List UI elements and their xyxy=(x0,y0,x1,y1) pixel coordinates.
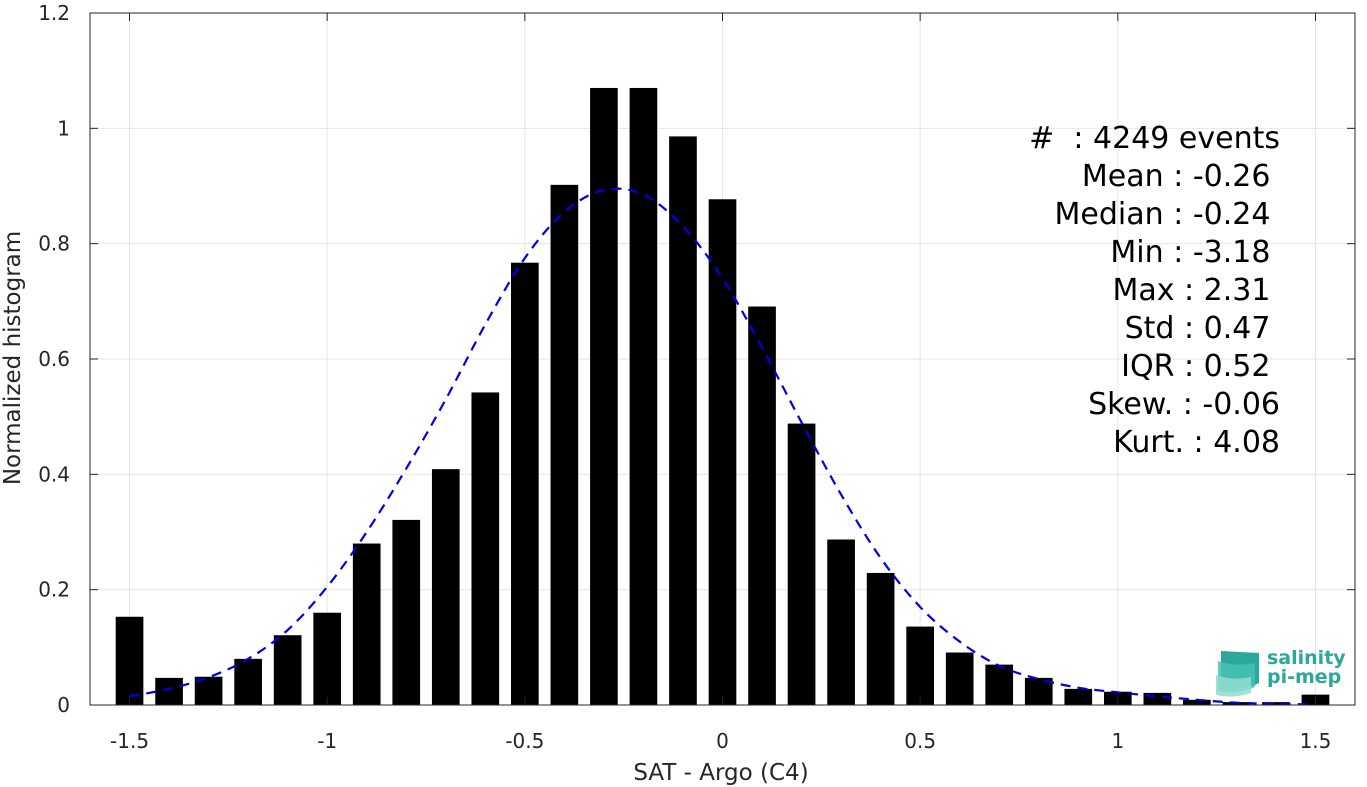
histogram-bar xyxy=(1262,702,1290,705)
y-tick-label: 0.8 xyxy=(38,232,70,256)
histogram-bar xyxy=(392,519,421,705)
stat-skew: Skew. : -0.06 xyxy=(1088,387,1280,422)
x-tick-label: -1.5 xyxy=(110,729,149,753)
histogram-bar xyxy=(1064,688,1093,705)
x-tick-label: 0 xyxy=(716,729,729,753)
stat-max: Max : 2.31 xyxy=(1112,273,1280,308)
logo-line-2: pi-mep xyxy=(1267,666,1342,688)
histogram-bar xyxy=(906,626,934,705)
histogram-bar xyxy=(431,469,460,705)
y-tick-label: 0.2 xyxy=(38,578,70,602)
stat-median: Median : -0.24 xyxy=(1054,197,1280,232)
histogram-bar xyxy=(985,664,1014,705)
histogram-bar xyxy=(748,306,776,705)
histogram-bar xyxy=(352,543,381,705)
statistics-panel: # : 4249 events Mean : -0.26 Median : -0… xyxy=(900,120,1280,462)
stat-iqr: IQR : 0.52 xyxy=(1121,349,1280,384)
histogram-bar xyxy=(787,423,816,705)
x-tick-label: 1.5 xyxy=(1300,729,1332,753)
histogram-bar xyxy=(471,392,500,705)
histogram-bar xyxy=(155,677,183,705)
x-tick-label: -0.5 xyxy=(505,729,544,753)
salinity-pi-mep-logo: salinity pi-mep xyxy=(1215,647,1346,697)
histogram-bar xyxy=(590,87,618,705)
histogram-bar xyxy=(550,184,579,705)
histogram-bar xyxy=(827,539,855,705)
axis-ticks xyxy=(90,12,1355,706)
logo-wave-icon xyxy=(1216,651,1259,697)
histogram-bar xyxy=(866,572,895,705)
y-tick-label: 1.2 xyxy=(38,1,70,25)
y-tick-label: 0 xyxy=(57,693,70,717)
logo-text: salinity pi-mep xyxy=(1267,649,1346,687)
stat-std: Std : 0.47 xyxy=(1124,311,1280,346)
histogram-bar xyxy=(313,612,342,705)
y-tick-label: 0.6 xyxy=(38,347,70,371)
histogram-bar xyxy=(629,87,658,705)
stat-mean: Mean : -0.26 xyxy=(1081,159,1280,194)
histogram-bar xyxy=(669,136,697,705)
x-axis-label: SAT - Argo (C4) xyxy=(633,760,808,786)
x-tick-labels: -1.5 -1 -0.5 0 0.5 1 1.5 xyxy=(110,729,1331,753)
histogram-bar xyxy=(708,199,737,705)
y-tick-label: 0.4 xyxy=(38,462,70,486)
histogram-bar xyxy=(234,658,262,705)
y-tick-labels: 0 0.2 0.4 0.6 0.8 1 1.2 xyxy=(38,1,70,717)
logo-line-1: salinity xyxy=(1267,647,1346,669)
histogram-bar xyxy=(115,616,144,705)
y-tick-label: 1 xyxy=(57,116,70,140)
x-tick-label: 1 xyxy=(1111,729,1124,753)
x-tick-label: -1 xyxy=(317,729,337,753)
histogram-bar xyxy=(1183,699,1211,705)
x-tick-label: 0.5 xyxy=(904,729,936,753)
stat-min: Min : -3.18 xyxy=(1110,235,1280,270)
normal-fit-curve xyxy=(129,187,1316,706)
stat-count: # : 4249 events xyxy=(1029,121,1280,156)
histogram-bars xyxy=(115,87,1330,705)
stat-kurt: Kurt. : 4.08 xyxy=(1113,425,1280,460)
histogram-bar xyxy=(511,262,539,705)
y-axis-label: Normalized histogram xyxy=(0,231,26,485)
histogram-bar xyxy=(945,652,974,705)
histogram-bar xyxy=(273,635,302,705)
